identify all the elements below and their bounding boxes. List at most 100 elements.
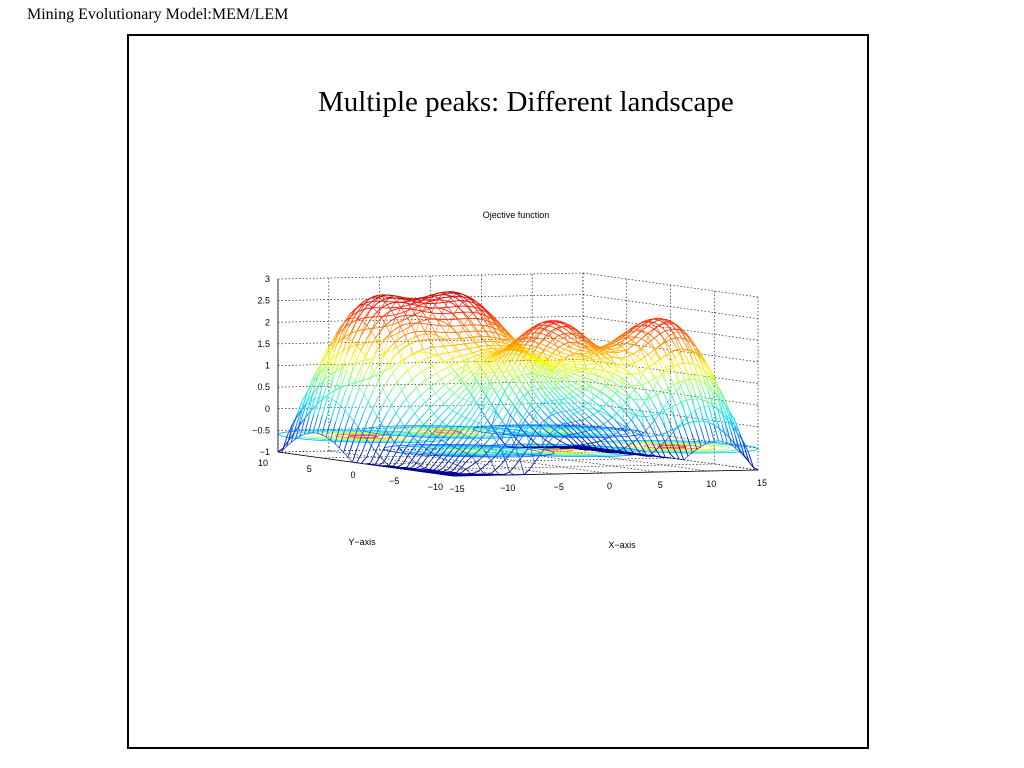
- surface-mesh-line: [622, 382, 629, 386]
- surface-mesh-line: [703, 406, 710, 424]
- surface-mesh-line: [622, 382, 628, 397]
- surface-mesh-line: [305, 401, 311, 406]
- surface-mesh-line: [349, 382, 355, 385]
- surface-mesh-line: [579, 332, 584, 340]
- surface-mesh-line: [476, 356, 482, 360]
- surface-mesh-line: [753, 467, 759, 471]
- surface-mesh-line: [429, 339, 434, 348]
- surface-mesh-line: [370, 337, 376, 347]
- surface-mesh-line: [374, 464, 379, 467]
- surface-mesh-line: [539, 381, 546, 389]
- surface-mesh-line: [534, 419, 540, 426]
- x-tick-label: −5: [554, 482, 564, 492]
- surface-mesh-line: [383, 337, 389, 354]
- surface-mesh-line: [661, 456, 667, 458]
- surface-mesh-line: [626, 419, 632, 426]
- surface-mesh-line: [560, 321, 565, 324]
- surface-mesh-line: [577, 340, 583, 343]
- surface-mesh-line: [567, 361, 572, 365]
- surface-mesh-line: [533, 332, 539, 338]
- surface-mesh-line: [538, 332, 544, 335]
- surface-mesh-line: [426, 295, 431, 297]
- surface-mesh-line: [463, 378, 470, 384]
- surface-mesh-line: [481, 356, 487, 358]
- surface-mesh-line: [384, 296, 391, 298]
- surface-mesh-line: [400, 412, 406, 421]
- surface-mesh-line: [609, 355, 615, 363]
- surface-mesh-line: [373, 362, 380, 373]
- surface-mesh-line: [479, 474, 484, 476]
- surface-mesh-line: [521, 443, 527, 449]
- surface-mesh-line: [440, 384, 446, 390]
- surface-mesh-line: [476, 387, 483, 396]
- surface-mesh-line: [545, 433, 550, 440]
- surface-mesh-line: [663, 321, 668, 323]
- surface-mesh-line: [467, 400, 472, 403]
- surface-mesh-line: [292, 414, 298, 424]
- surface-mesh-line: [397, 381, 403, 391]
- surface-mesh-line: [452, 404, 459, 411]
- surface-mesh-line: [629, 389, 635, 397]
- surface-mesh-line: [587, 442, 592, 444]
- surface-mesh-line: [530, 348, 537, 352]
- surface-mesh-line: [646, 322, 653, 328]
- surface-mesh-line: [582, 354, 588, 358]
- surface-mesh-line: [494, 341, 500, 346]
- surface-mesh-line: [373, 340, 379, 358]
- surface-mesh-line: [318, 381, 324, 403]
- surface-mesh-line: [599, 349, 605, 354]
- surface-mesh-line: [383, 363, 390, 372]
- surface-mesh-line: [633, 372, 639, 375]
- surface-mesh-line: [626, 410, 632, 414]
- surface-mesh-line: [678, 445, 685, 460]
- surface-mesh-line: [426, 375, 432, 380]
- surface-mesh-line: [609, 379, 615, 384]
- contour-line: [657, 445, 687, 449]
- surface-mesh-line: [545, 364, 551, 369]
- surface-mesh-line: [596, 403, 603, 409]
- surface-mesh-line: [341, 326, 347, 340]
- surface-mesh-line: [363, 382, 370, 395]
- surface-mesh-line: [494, 366, 500, 374]
- surface-mesh-line: [406, 307, 412, 310]
- surface-mesh-line: [417, 305, 423, 312]
- surface-mesh-line: [545, 391, 552, 400]
- surface-mesh-line: [443, 403, 449, 408]
- surface-mesh-line: [472, 352, 478, 356]
- surface-mesh-line: [618, 371, 624, 375]
- surface-mesh-line: [413, 350, 419, 355]
- surface-mesh-line: [554, 437, 561, 442]
- surface-mesh-line: [450, 369, 457, 374]
- surface-mesh-line: [520, 411, 527, 421]
- surface-mesh-line: [676, 385, 682, 391]
- surface-mesh-line: [615, 392, 621, 398]
- surface-mesh-line: [703, 382, 709, 387]
- surface-mesh-line: [457, 451, 464, 458]
- surface-mesh-line: [427, 429, 433, 434]
- surface-mesh-line: [607, 420, 614, 427]
- surface-mesh-line: [342, 338, 349, 352]
- surface-mesh-line: [685, 338, 690, 351]
- surface-mesh-line: [377, 388, 384, 399]
- surface-mesh-line: [351, 330, 358, 334]
- surface-mesh-line: [471, 456, 477, 463]
- surface-mesh-line: [393, 465, 398, 468]
- surface-mesh-line: [591, 399, 598, 405]
- surface-mesh-line: [396, 307, 402, 310]
- surface-mesh-line: [560, 370, 565, 372]
- surface-mesh-line: [519, 337, 525, 343]
- surface-mesh-line: [647, 398, 653, 416]
- surface-mesh-line: [327, 372, 334, 378]
- surface-mesh-line: [564, 346, 570, 350]
- surface-mesh-line: [668, 366, 674, 370]
- surface-mesh-line: [497, 349, 503, 351]
- surface-mesh-line: [441, 439, 446, 444]
- surface-mesh-line: [654, 345, 661, 350]
- surface-mesh-line: [487, 351, 492, 354]
- surface-mesh-line: [493, 348, 498, 351]
- surface-mesh-line: [567, 385, 572, 388]
- surface-mesh-line: [556, 411, 562, 413]
- surface-mesh-line: [501, 412, 508, 422]
- surface-mesh-line: [660, 330, 666, 334]
- surface-mesh-line: [600, 448, 605, 450]
